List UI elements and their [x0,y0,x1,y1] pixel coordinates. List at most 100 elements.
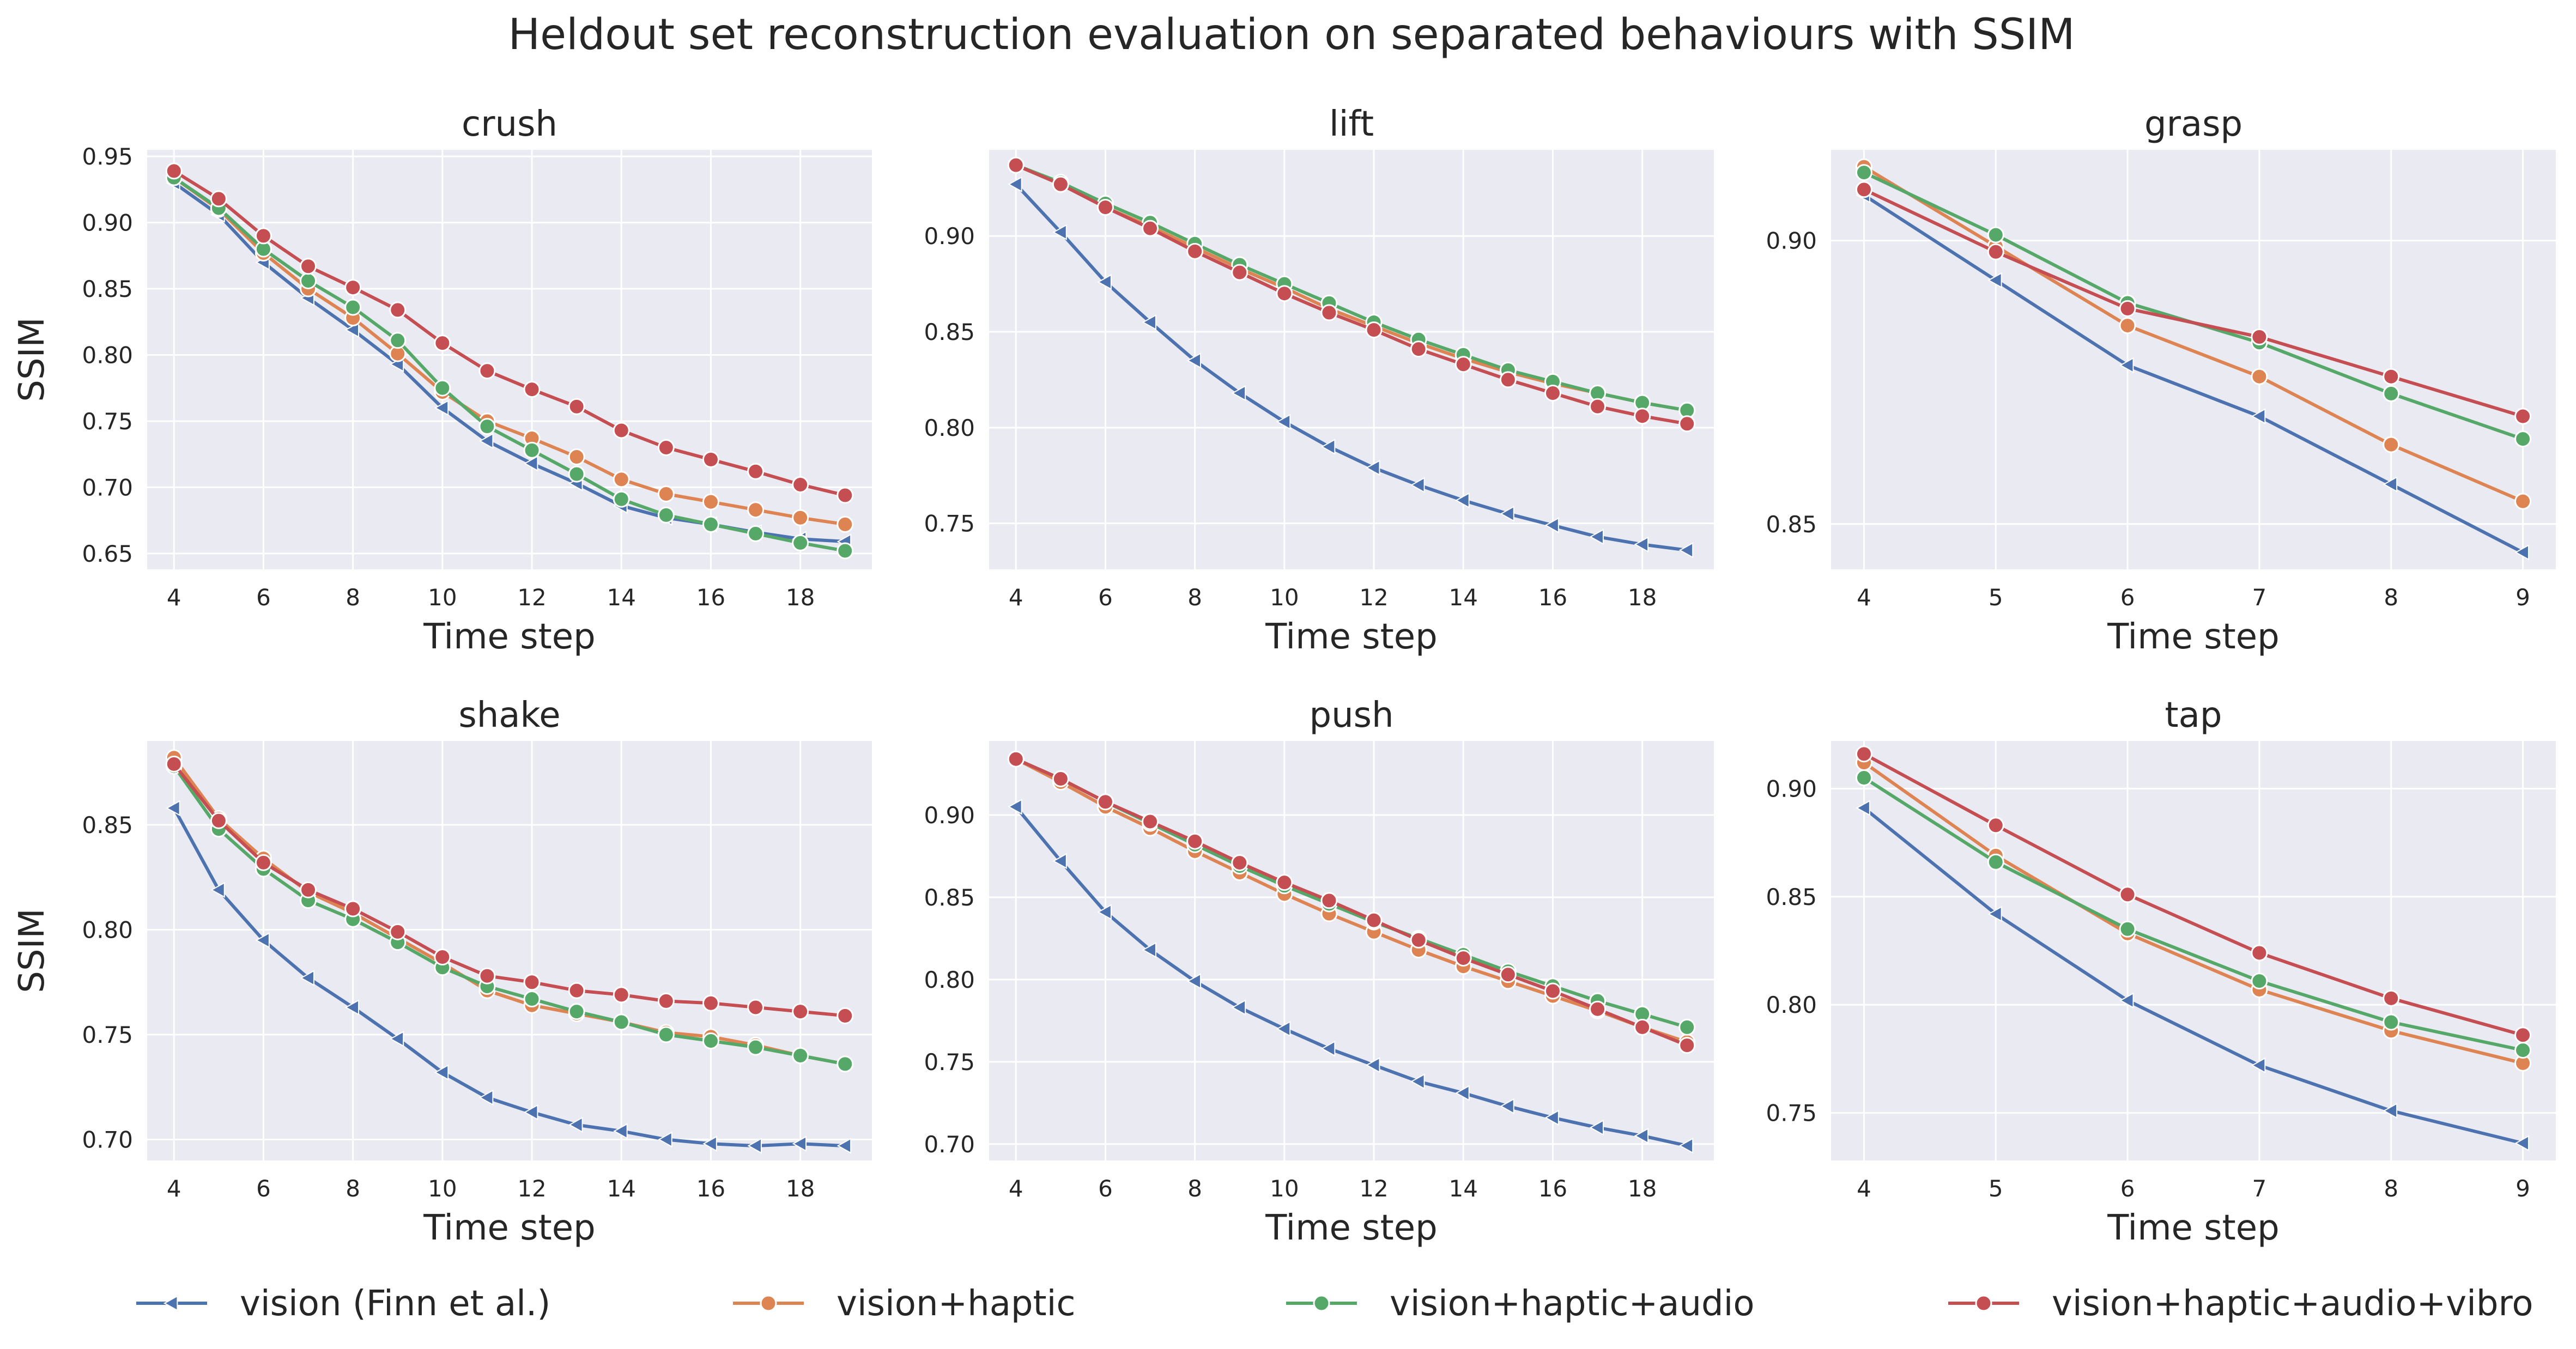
data-point [837,542,854,560]
series-line [1015,757,1688,1044]
data-point [1186,353,1202,369]
data-point [837,487,854,504]
subplot-title: lift [1329,104,1374,144]
series-line [1863,776,2524,1052]
data-point [523,455,538,472]
subplot-lift: 4 6 8 10 12 14 16 18 0.75 0.80 0.85 0.90 lift Time st… [924,104,1714,657]
data-point [792,1047,809,1064]
y-tick-label: 0.70 [82,474,133,501]
data-point [1096,198,1114,216]
data-point [2514,1135,2529,1151]
data-point [1007,750,1025,768]
x-axis-label: Time step [423,617,595,657]
data-point [1987,226,2004,244]
figure-title: Heldout set reconstruction evaluation on… [508,10,2075,59]
data-point [1678,1018,1696,1036]
series-vibro [1855,745,2532,1044]
x-tick-label: 7 [2252,584,2267,611]
data-point [792,509,809,526]
data-point [1365,459,1380,476]
data-point [1186,833,1204,850]
data-point [210,190,227,208]
data-point [1678,1138,1694,1154]
data-point [1634,408,1651,425]
x-tick-label: 10 [428,584,457,611]
legend-marker [1975,1295,1992,1312]
data-point [300,881,317,898]
data-point [1008,799,1022,815]
data-point [747,501,765,519]
x-tick-label: 6 [2120,584,2135,611]
y-tick-label: 0.85 [1766,884,1817,910]
series-line [1863,761,2524,1065]
x-axis-label: Time step [2107,617,2279,657]
data-point [210,812,227,829]
data-point [2251,408,2266,424]
data-point [837,515,854,533]
data-point [792,1003,809,1020]
data-point [1544,982,1561,1000]
data-point [2383,1013,2400,1031]
x-tick-label: 4 [1857,584,1871,611]
subplot-push: 4 6 8 10 12 14 16 18 0.70 0.75 0.80 0.85 0.90 push Tim… [924,695,1714,1248]
data-point [2251,1057,2266,1074]
data-point [2514,544,2529,561]
data-point [1455,492,1470,509]
data-point [1320,892,1338,909]
data-point [1142,220,1159,237]
y-tick-label: 0.90 [924,223,975,250]
data-point [478,433,494,449]
data-point [1987,853,2004,871]
data-point [1500,506,1514,522]
series-audio [1855,769,2532,1059]
data-point [2383,385,2400,402]
y-tick-label: 0.85 [82,812,133,838]
x-tick-label: 18 [786,584,815,611]
x-tick-label: 9 [2516,1175,2530,1202]
y-tick-label: 0.90 [924,802,975,829]
x-tick-label: 12 [517,584,546,611]
data-point [1544,1109,1559,1126]
data-point [1276,1020,1291,1037]
data-point [1678,415,1696,433]
data-point [434,949,451,966]
data-point [1410,931,1427,949]
data-point [658,1131,672,1148]
data-point [613,1013,630,1031]
y-tick-label: 0.85 [82,276,133,302]
x-axis-label: Time step [423,1208,595,1248]
x-tick-label: 14 [607,1175,636,1202]
x-tick-label: 12 [517,1175,546,1202]
data-point [613,490,630,508]
data-point [1231,854,1248,871]
data-point [2383,989,2400,1007]
y-tick-label: 0.75 [924,1049,975,1075]
data-point [1544,517,1559,533]
data-point [1365,912,1383,929]
data-point [254,227,272,245]
y-tick-label: 0.85 [924,884,975,911]
y-tick-label: 0.70 [924,1131,975,1158]
data-point [1097,274,1112,290]
data-point [837,1007,854,1024]
series-haptic [1855,158,2532,510]
data-point [702,515,719,533]
data-point [2383,476,2398,493]
data-point [747,1138,762,1154]
legend-label: vision+haptic [837,1284,1076,1324]
data-point [1987,272,2002,289]
data-point [613,986,630,1004]
x-tick-label: 14 [1449,1175,1478,1202]
y-tick-label: 0.90 [82,210,133,236]
x-tick-label: 7 [2252,1175,2267,1202]
data-point [1142,813,1159,830]
data-point [1855,769,1872,786]
series-line [1015,163,1688,412]
data-point [1052,175,1069,193]
y-tick-label: 0.65 [82,540,133,567]
y-tick-label: 0.75 [924,511,975,537]
data-point [1052,224,1067,240]
data-point [1987,243,2004,260]
x-tick-label: 4 [1857,1175,1871,1202]
